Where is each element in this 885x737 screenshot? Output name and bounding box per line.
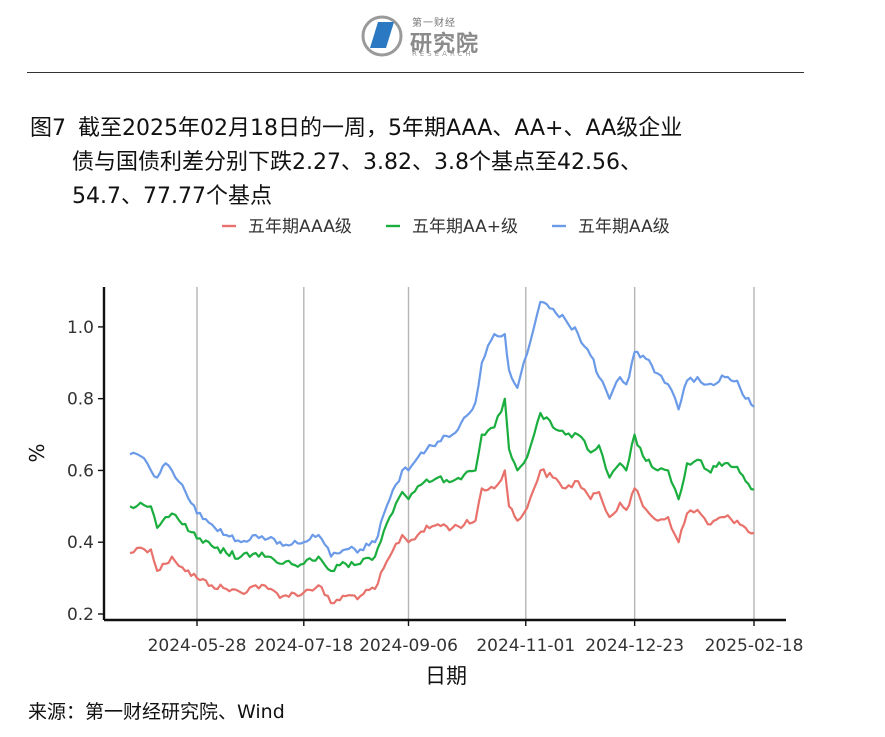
- y-tick-label: 0.8: [67, 390, 94, 410]
- research-logo: 第一财经 研究院 RESEARCH: [360, 12, 490, 60]
- figure-title-line1: 截至2025年02月18日的一周，5年期AAA、AA+、AA级企业: [78, 116, 683, 141]
- chart-grid: [196, 287, 755, 620]
- series-line-2: [129, 397, 755, 573]
- y-tick-label: 0.4: [67, 533, 94, 553]
- legend-label-1: 五年期AAA级: [248, 217, 352, 237]
- series-line-3: [129, 300, 755, 558]
- chart-axes: 2024-05-28 2024-07-18 2024-09-06 2024-11-01…: [67, 287, 803, 656]
- figure-title-line2: 债与国债利差分别下跌2.27、3.82、3.8个基点至42.56、: [72, 150, 642, 175]
- x-tick-label: 2024-09-06: [359, 636, 458, 656]
- logo-main-text: 研究院: [410, 32, 480, 57]
- legend-label-2: 五年期AA+级: [412, 217, 518, 237]
- y-tick-label: 0.2: [67, 605, 94, 625]
- y-axis-label: %: [25, 443, 49, 462]
- chart-legend: 五年期AAA级 五年期AA+级 五年期AA级: [222, 217, 670, 237]
- x-tick-label: 2024-12-23: [585, 636, 684, 656]
- chart-series: [129, 300, 755, 605]
- x-axis-label: 日期: [425, 664, 467, 688]
- y-tick-label: 1.0: [67, 318, 94, 338]
- figure-title: 图7 截至2025年02月18日的一周，5年期AAA、AA+、AA级企业 债与国债…: [30, 112, 820, 214]
- y-tick-label: 0.6: [67, 461, 94, 481]
- source-note: 来源：第一财经研究院、Wind: [28, 701, 285, 723]
- header-divider: [27, 72, 804, 73]
- figure-title-line3: 54.7、77.77个基点: [72, 184, 272, 209]
- x-tick-label: 2025-02-18: [705, 636, 804, 656]
- legend-label-3: 五年期AA级: [578, 217, 670, 237]
- figure-label: 图7: [30, 116, 66, 141]
- logo-small-text: 第一财经: [412, 18, 456, 29]
- series-line-1: [129, 468, 755, 605]
- x-tick-label: 2024-11-01: [476, 636, 575, 656]
- logo-sub-text: RESEARCH: [412, 50, 474, 58]
- x-tick-label: 2024-07-18: [254, 636, 353, 656]
- x-tick-label: 2024-05-28: [148, 636, 247, 656]
- logo-mark-icon: [361, 15, 403, 57]
